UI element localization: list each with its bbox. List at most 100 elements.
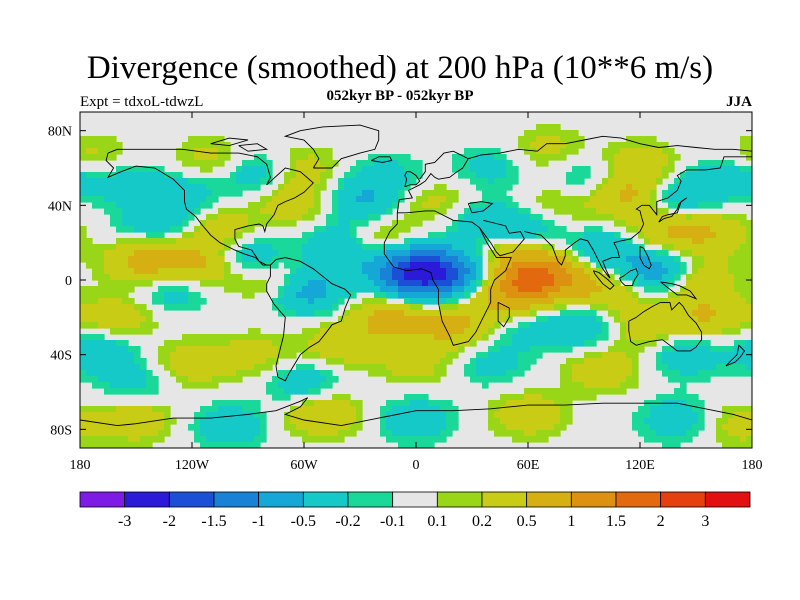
field-cell	[380, 406, 387, 413]
field-cell	[710, 364, 717, 371]
field-cell	[158, 172, 165, 179]
field-cell	[626, 172, 633, 179]
field-cell	[86, 346, 93, 353]
field-cell	[524, 412, 531, 419]
field-cell	[488, 304, 495, 311]
field-cell	[500, 178, 507, 185]
field-cell	[332, 256, 339, 263]
field-cell	[284, 262, 291, 269]
field-cell	[494, 418, 501, 425]
field-cell	[308, 424, 315, 431]
field-cell	[296, 406, 303, 413]
field-cell	[554, 190, 561, 197]
field-cell	[626, 244, 633, 251]
field-cell	[86, 412, 93, 419]
field-cell	[86, 436, 93, 443]
field-cell	[404, 178, 411, 185]
field-cell	[470, 298, 477, 305]
field-cell	[344, 328, 351, 335]
field-cell	[176, 208, 183, 215]
field-cell	[284, 352, 291, 359]
field-cell	[560, 406, 567, 413]
field-cell	[302, 172, 309, 179]
field-cell	[128, 178, 135, 185]
field-cell	[524, 436, 531, 443]
field-cell	[104, 250, 111, 257]
field-cell	[344, 208, 351, 215]
field-cell	[470, 166, 477, 173]
field-cell	[650, 256, 657, 263]
field-cell	[146, 250, 153, 257]
field-cell	[164, 346, 171, 353]
field-cell	[506, 364, 513, 371]
field-cell	[722, 178, 729, 185]
colorbar-swatch	[526, 491, 572, 508]
field-cell	[296, 154, 303, 161]
field-cell	[452, 274, 459, 281]
field-cell	[608, 382, 615, 389]
field-cell	[566, 136, 573, 143]
field-cell	[110, 316, 117, 323]
field-cell	[596, 352, 603, 359]
field-cell	[536, 262, 543, 269]
field-cell	[386, 370, 393, 377]
field-cell	[416, 376, 423, 383]
field-cell	[92, 316, 99, 323]
field-cell	[626, 304, 633, 311]
field-cell	[350, 202, 357, 209]
field-cell	[674, 322, 681, 329]
field-cell	[722, 262, 729, 269]
field-cell	[266, 346, 273, 353]
field-cell	[542, 400, 549, 407]
field-cell	[314, 244, 321, 251]
field-cell	[374, 370, 381, 377]
field-cell	[344, 178, 351, 185]
field-cell	[530, 130, 537, 137]
field-cell	[176, 274, 183, 281]
field-cell	[356, 160, 363, 167]
field-cell	[698, 256, 705, 263]
field-cell	[728, 430, 735, 437]
field-cell	[200, 370, 207, 377]
field-cell	[740, 214, 747, 221]
field-cell	[614, 340, 621, 347]
field-cell	[650, 274, 657, 281]
field-cell	[374, 166, 381, 173]
field-cell	[254, 286, 261, 293]
colorbar-swatch	[481, 491, 528, 508]
field-cell	[524, 136, 531, 143]
field-cell	[110, 268, 117, 275]
field-cell	[620, 208, 627, 215]
field-cell	[584, 274, 591, 281]
field-cell	[746, 250, 752, 257]
field-cell	[728, 172, 735, 179]
field-cell	[182, 352, 189, 359]
field-cell	[488, 364, 495, 371]
field-cell	[644, 322, 651, 329]
field-cell	[440, 286, 447, 293]
field-cell	[470, 226, 477, 233]
field-cell	[722, 286, 729, 293]
field-cell	[668, 292, 675, 299]
field-cell	[110, 142, 117, 149]
field-cell	[524, 364, 531, 371]
field-cell	[356, 358, 363, 365]
field-cell	[572, 268, 579, 275]
field-cell	[500, 334, 507, 341]
field-cell	[530, 250, 537, 257]
field-cell	[560, 388, 567, 395]
field-cell	[176, 178, 183, 185]
field-cell	[668, 436, 675, 443]
field-cell	[122, 316, 129, 323]
field-cell	[710, 274, 717, 281]
field-cell	[662, 196, 669, 203]
field-cell	[158, 412, 165, 419]
field-cell	[734, 190, 741, 197]
field-cell	[410, 220, 417, 227]
field-cell	[638, 136, 645, 143]
field-cell	[602, 262, 609, 269]
field-cell	[572, 244, 579, 251]
field-cell	[416, 286, 423, 293]
field-cell	[452, 346, 459, 353]
